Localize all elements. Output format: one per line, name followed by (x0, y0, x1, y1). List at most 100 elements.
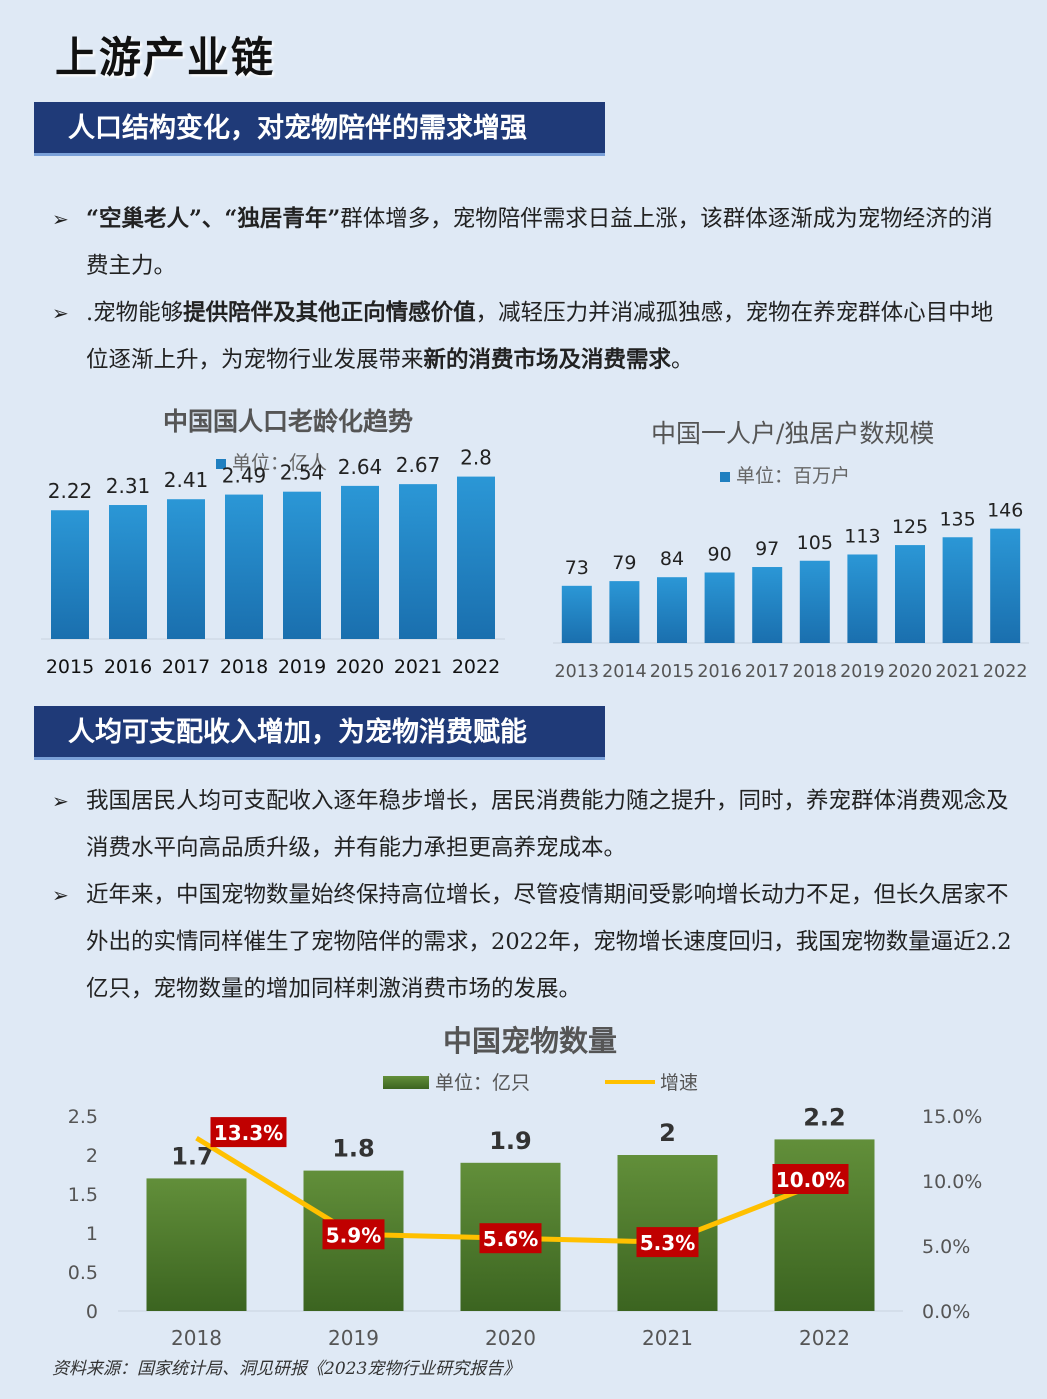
bullet-list-income: ➢ 我国居民人均可支配收入逐年稳步增长，居民消费能力随之提升，同时，养宠群体消费观… (52, 778, 1012, 1013)
x-tick-label: 2015 (46, 656, 94, 678)
x-tick-label: 2020 (485, 1326, 536, 1350)
legend-label-bars: 单位：亿只 (435, 1072, 530, 1094)
data-label: 84 (660, 548, 684, 570)
bullet-item: ➢ 我国居民人均可支配收入逐年稳步增长，居民消费能力随之提升，同时，养宠群体消费观… (52, 778, 1012, 872)
bullet-text: 。 (671, 347, 694, 373)
x-tick-label: 2019 (840, 662, 885, 682)
x-tick-label: 2021 (935, 662, 980, 682)
x-tick-label: 2019 (278, 656, 326, 678)
bar (167, 499, 205, 639)
x-tick-label: 2022 (799, 1326, 850, 1350)
data-label: 2.64 (338, 455, 383, 479)
data-label: 73 (565, 557, 589, 579)
chart-aging: 2.22 2015 2.31 2016 2.41 2017 2.49 2018 2.54 2019… (41, 446, 505, 678)
data-label: 125 (892, 516, 928, 538)
growth-label-bg (210, 1117, 287, 1148)
x-tick-label: 2015 (650, 662, 695, 682)
y-left-tick-label: 1.5 (68, 1184, 98, 1206)
data-label: 2.49 (222, 464, 267, 488)
x-tick-label: 2019 (328, 1326, 379, 1350)
data-label: 135 (939, 508, 975, 530)
y-right-tick-label: 5.0% (922, 1236, 970, 1258)
bar (990, 528, 1021, 643)
x-tick-label: 2016 (104, 656, 152, 678)
legend-label-line: 增速 (660, 1072, 698, 1094)
growth-label: 13.3% (214, 1121, 283, 1145)
bullet-arrow-icon: ➢ (52, 207, 69, 231)
bar (225, 494, 263, 639)
x-tick-label: 2018 (171, 1326, 222, 1350)
legend-swatch (720, 472, 730, 482)
x-tick-label: 2022 (983, 662, 1028, 682)
data-label: 105 (797, 532, 833, 554)
bullet-text: 提供陪伴及其他正向情感价值 (183, 300, 476, 326)
bullet-text: .宠物能够 (86, 300, 184, 326)
bar (752, 567, 783, 643)
section-banner-income: 人均可支配收入增加，为宠物消费赋能 (34, 706, 605, 760)
x-tick-label: 2022 (452, 656, 500, 678)
y-left-tick-label: 0 (86, 1301, 98, 1323)
chart-title-pets: 中国宠物数量 (443, 1024, 618, 1058)
bullet-list-population: ➢ “空巢老人”、“独居青年”群体增多，宠物陪伴需求日益上涨，该群体逐渐成为宠物经… (52, 196, 1012, 384)
x-tick-label: 2014 (602, 662, 647, 682)
bullet-item: ➢ 近年来，中国宠物数量始终保持高位增长，尽管疫情期间受影响增长动力不足，但长久居… (52, 872, 1012, 1013)
y-right-tick-label: 0.0% (922, 1301, 970, 1323)
data-label: 1.8 (332, 1135, 375, 1163)
bar (109, 505, 147, 639)
y-left-tick-label: 2 (86, 1145, 98, 1167)
chart-title-aging: 中国国人口老龄化趋势 (163, 407, 414, 436)
bar (799, 560, 830, 643)
bar (283, 491, 321, 639)
bullet-arrow-icon: ➢ (52, 789, 69, 813)
x-tick-label: 2018 (220, 656, 268, 678)
data-label: 97 (755, 538, 779, 560)
bullet-text: 新的消费市场及消费需求 (423, 347, 672, 373)
x-tick-label: 2021 (394, 656, 442, 678)
growth-label: 5.9% (326, 1223, 381, 1247)
growth-label-bg (772, 1164, 849, 1194)
bar (457, 476, 495, 639)
bullet-text: 我国居民人均可支配收入逐年稳步增长，居民消费能力随之提升，同时，养宠群体消费观念… (86, 788, 1009, 861)
source-note: 资料来源：国家统计局、洞见研报《2023宠物行业研究报告》 (52, 1359, 521, 1379)
y-left-tick-label: 1 (86, 1223, 98, 1245)
bar (847, 554, 878, 643)
y-left-tick-label: 0.5 (68, 1262, 98, 1284)
bar (895, 545, 925, 643)
legend-label: 单位：亿人 (232, 452, 328, 474)
growth-label: 5.3% (640, 1231, 695, 1255)
x-tick-label: 2021 (642, 1326, 693, 1350)
bar (657, 577, 687, 643)
bar (399, 484, 437, 639)
data-label: 146 (987, 500, 1023, 522)
bullet-text: “空巢老人”、“独居青年” (86, 206, 341, 232)
page-title: 上游产业链 (55, 33, 276, 82)
bar (704, 572, 735, 643)
legend-swatch-bars (383, 1076, 429, 1089)
y-right-tick-label: 10.0% (922, 1171, 982, 1193)
chart-legend-aging: 单位：亿人 (216, 448, 327, 475)
data-label: 2.54 (280, 461, 325, 485)
data-label: 2.41 (164, 468, 209, 492)
bar (146, 1178, 247, 1311)
bullet-arrow-icon: ➢ (52, 883, 69, 907)
growth-label-bg (322, 1219, 385, 1250)
x-tick-label: 2013 (555, 662, 600, 682)
chart-title-single-households: 中国一人户/独居户数规模 (651, 419, 935, 448)
bullet-arrow-icon: ➢ (52, 301, 69, 325)
y-right-tick-label: 15.0% (922, 1106, 982, 1128)
x-tick-label: 2016 (697, 662, 742, 682)
data-label: 2.8 (460, 446, 492, 470)
bar (561, 585, 592, 643)
y-left-tick-label: 2.5 (68, 1106, 98, 1128)
x-tick-label: 2017 (162, 656, 210, 678)
x-tick-label: 2020 (888, 662, 933, 682)
bar (609, 581, 640, 643)
chart-single-households: 73 2013 79 2014 84 2015 90 2016 97 2017 105 2018 113… (553, 500, 1029, 682)
bullet-item: ➢ .宠物能够提供陪伴及其他正向情感价值，减轻压力并消减孤独感，宠物在养宠群体心目… (52, 290, 1012, 384)
legend-swatch (216, 459, 226, 469)
data-label: 2.2 (803, 1103, 846, 1131)
x-tick-label: 2020 (336, 656, 384, 678)
data-label: 2.22 (48, 479, 93, 503)
growth-label-bg (479, 1223, 542, 1254)
